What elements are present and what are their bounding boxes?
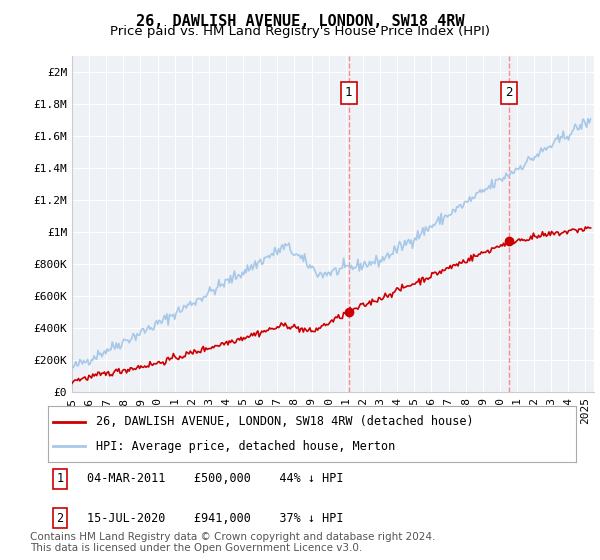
Text: 1: 1: [56, 472, 64, 486]
Text: 2: 2: [56, 511, 64, 525]
Text: 26, DAWLISH AVENUE, LONDON, SW18 4RW: 26, DAWLISH AVENUE, LONDON, SW18 4RW: [136, 14, 464, 29]
Text: 2: 2: [505, 86, 513, 99]
Text: Contains HM Land Registry data © Crown copyright and database right 2024.
This d: Contains HM Land Registry data © Crown c…: [30, 531, 436, 553]
Text: Price paid vs. HM Land Registry's House Price Index (HPI): Price paid vs. HM Land Registry's House …: [110, 25, 490, 38]
Text: 1: 1: [345, 86, 352, 99]
Text: HPI: Average price, detached house, Merton: HPI: Average price, detached house, Mert…: [95, 440, 395, 453]
Text: 04-MAR-2011    £500,000    44% ↓ HPI: 04-MAR-2011 £500,000 44% ↓ HPI: [87, 472, 343, 486]
Text: 26, DAWLISH AVENUE, LONDON, SW18 4RW (detached house): 26, DAWLISH AVENUE, LONDON, SW18 4RW (de…: [95, 415, 473, 428]
Text: 15-JUL-2020    £941,000    37% ↓ HPI: 15-JUL-2020 £941,000 37% ↓ HPI: [87, 511, 343, 525]
